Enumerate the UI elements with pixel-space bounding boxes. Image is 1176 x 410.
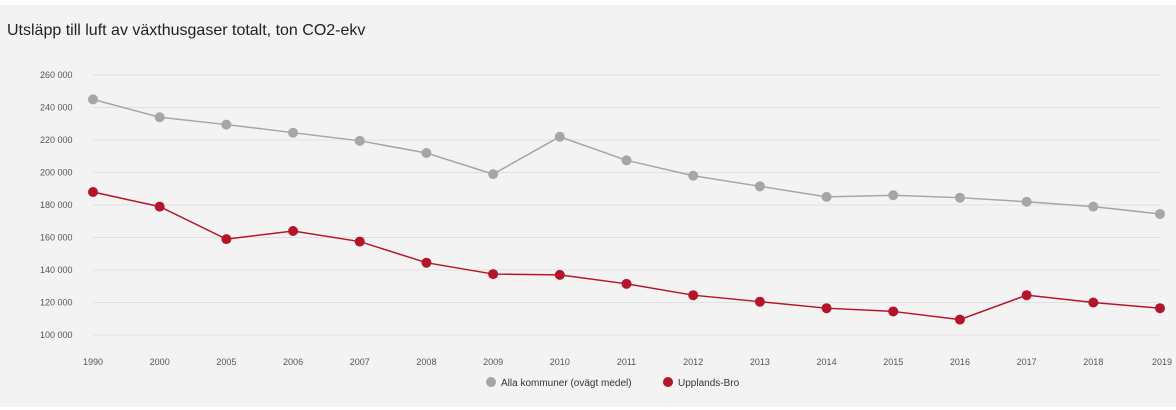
legend-marker bbox=[486, 377, 496, 387]
data-point bbox=[421, 148, 432, 158]
x-tick-label: 2010 bbox=[550, 357, 570, 367]
y-tick-label: 240 000 bbox=[40, 103, 73, 113]
chart-title: Utsläpp till luft av växthusgaser totalt… bbox=[7, 22, 366, 39]
data-point bbox=[221, 234, 232, 245]
x-tick-label: 2016 bbox=[950, 357, 970, 367]
legend-marker bbox=[663, 377, 673, 387]
legend-label: Upplands-Bro bbox=[678, 378, 740, 389]
y-tick-label: 180 000 bbox=[40, 200, 73, 210]
data-point bbox=[1021, 290, 1032, 301]
x-tick-label: 2009 bbox=[483, 357, 503, 367]
x-tick-label: 1990 bbox=[83, 357, 103, 367]
data-point bbox=[488, 169, 499, 180]
x-tick-label: 2019 bbox=[1152, 357, 1172, 367]
data-point bbox=[154, 201, 165, 212]
x-tick-label: 2005 bbox=[216, 357, 236, 367]
x-tick-label: 2008 bbox=[416, 357, 436, 367]
data-point bbox=[688, 290, 699, 301]
data-point bbox=[954, 314, 965, 325]
x-tick-label: 2011 bbox=[617, 357, 636, 367]
data-point bbox=[1021, 196, 1032, 207]
data-point bbox=[288, 127, 299, 138]
data-point bbox=[888, 306, 899, 317]
series-1 bbox=[88, 94, 1165, 219]
y-tick-label: 200 000 bbox=[40, 168, 73, 178]
data-point bbox=[88, 187, 98, 197]
x-tick-label: 2017 bbox=[1017, 357, 1037, 367]
data-point bbox=[554, 269, 565, 280]
gridlines bbox=[93, 74, 1160, 336]
series-layer bbox=[88, 94, 1165, 325]
legend-label: Alla kommuner (ovägt medel) bbox=[501, 378, 632, 389]
y-tick-label: 100 000 bbox=[40, 330, 73, 340]
data-point bbox=[221, 119, 232, 130]
data-point bbox=[954, 192, 965, 203]
chart-panel bbox=[0, 5, 1176, 407]
data-point bbox=[421, 257, 432, 268]
x-tick-label: 2012 bbox=[683, 357, 703, 367]
series-line bbox=[92, 191, 1161, 321]
data-point bbox=[688, 170, 699, 181]
data-point bbox=[888, 190, 899, 201]
data-point bbox=[821, 303, 832, 314]
data-point bbox=[621, 278, 632, 289]
legend-item: Alla kommuner (ovägt medel) bbox=[486, 377, 632, 389]
x-tick-label: 2006 bbox=[283, 357, 303, 367]
y-tick-label: 140 000 bbox=[40, 265, 73, 275]
x-tick-label: 2007 bbox=[350, 357, 370, 367]
x-axis-ticks: 1990 2000 2005 2006 2007 2008 2009 2010 2011 2012… bbox=[83, 357, 1172, 367]
data-point bbox=[354, 236, 365, 247]
data-point bbox=[288, 226, 299, 236]
legend: Alla kommuner (ovägt medel) Upplands-Bro bbox=[486, 377, 740, 389]
data-point bbox=[621, 155, 632, 166]
y-tick-label: 260 000 bbox=[40, 70, 73, 80]
data-point bbox=[1088, 201, 1099, 212]
data-point bbox=[88, 94, 98, 105]
series-2 bbox=[88, 187, 1165, 325]
x-tick-label: 2015 bbox=[883, 357, 903, 367]
data-point bbox=[154, 112, 165, 123]
data-point bbox=[1155, 303, 1165, 314]
legend-item: Upplands-Bro bbox=[663, 377, 740, 389]
data-point bbox=[554, 131, 565, 142]
data-point bbox=[1088, 297, 1099, 308]
data-point bbox=[754, 181, 765, 192]
data-point bbox=[354, 135, 365, 146]
data-point bbox=[754, 296, 765, 307]
data-point bbox=[1155, 208, 1165, 219]
data-point bbox=[821, 191, 832, 202]
x-tick-label: 2014 bbox=[817, 357, 837, 367]
x-tick-label: 2018 bbox=[1083, 357, 1103, 367]
x-tick-label: 2013 bbox=[750, 357, 770, 367]
y-tick-label: 120 000 bbox=[40, 298, 73, 308]
y-tick-label: 220 000 bbox=[40, 135, 73, 145]
x-tick-label: 2000 bbox=[150, 357, 170, 367]
y-tick-label: 160 000 bbox=[40, 233, 73, 243]
data-point bbox=[488, 269, 499, 280]
y-axis-ticks: 100 000 120 000 140 000 160 000 180 000 200 0… bbox=[40, 70, 73, 340]
